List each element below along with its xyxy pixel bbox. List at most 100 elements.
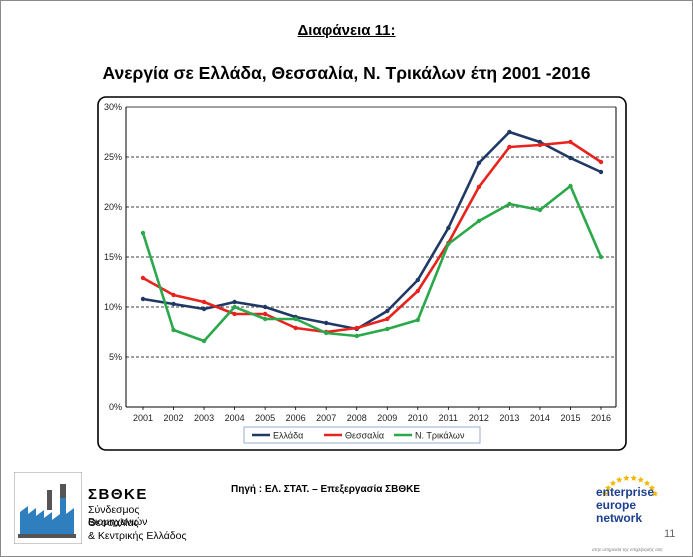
series-line-2 <box>142 140 602 334</box>
een-tagline: στην υπηρεσία της επιχείρησής σας <box>592 547 663 552</box>
data-point <box>476 218 482 224</box>
data-point <box>232 299 237 305</box>
y-tick-label: 20% <box>104 202 122 212</box>
data-point <box>415 277 420 283</box>
y-tick-label: 25% <box>104 152 122 162</box>
x-tick-label: 2015 <box>560 413 580 423</box>
x-tick-label: 2008 <box>347 413 367 423</box>
data-point <box>507 144 512 150</box>
x-tick-label: 2013 <box>499 413 519 423</box>
x-tick-label: 2014 <box>530 413 550 423</box>
data-point <box>476 184 482 190</box>
star-icon <box>643 479 651 486</box>
x-tick-label: 2007 <box>316 413 336 423</box>
y-tick-label: 15% <box>104 252 122 262</box>
data-point <box>201 306 207 312</box>
data-point <box>415 317 420 323</box>
data-point <box>201 299 207 305</box>
data-point <box>507 129 512 135</box>
star-icon <box>609 479 617 486</box>
een-line-1: enterprise <box>596 485 655 499</box>
x-tick-label: 2012 <box>469 413 489 423</box>
chart-svg: 0% 5% 10% 15% 20% 25% 30% 2001 2002 2003 2004 2005 2… <box>97 96 627 451</box>
data-point <box>415 288 420 294</box>
data-point <box>171 292 176 298</box>
y-tick-label: 5% <box>109 352 122 362</box>
factory-logo-icon <box>14 472 82 544</box>
data-point <box>598 169 604 175</box>
sbthke-logo: ΣΒΘΚΕ Σύνδεσμος Βιομηχανιών Θεσσαλίας & … <box>14 472 199 552</box>
data-point <box>140 296 146 302</box>
star-icon <box>616 476 623 483</box>
data-point <box>385 316 390 322</box>
data-point <box>598 159 604 165</box>
data-point <box>598 254 604 260</box>
star-icon <box>651 490 659 497</box>
x-tick-label: 2010 <box>408 413 428 423</box>
data-point <box>232 311 237 317</box>
x-tick-label: 2001 <box>133 413 153 423</box>
legend-box <box>243 426 481 444</box>
logo-acronym: ΣΒΘΚΕ <box>88 486 148 503</box>
data-point <box>385 326 390 332</box>
star-icon <box>637 476 644 483</box>
x-tick-label: 2002 <box>164 413 184 423</box>
data-point <box>537 142 543 148</box>
data-point <box>568 155 573 161</box>
star-icon <box>623 474 630 481</box>
x-tick-label: 2005 <box>255 413 275 423</box>
x-tick-label: 2006 <box>286 413 306 423</box>
data-point <box>324 330 329 336</box>
series-line-3 <box>141 184 603 343</box>
page-number: 11 <box>664 528 676 540</box>
chart-border <box>97 96 627 451</box>
slide-title: Διαφάνεια 11: <box>297 22 396 39</box>
data-point <box>507 201 512 207</box>
axis-layer: 0% 5% 10% 15% 20% 25% 30% 2001 2002 2003 2004 2005 2… <box>104 102 617 423</box>
data-point <box>324 320 329 326</box>
x-tick-label: 2011 <box>439 413 458 423</box>
data-point <box>476 160 482 166</box>
data-point <box>446 225 451 231</box>
legend-label: Θεσσαλία <box>345 431 384 441</box>
een-line-2: europe <box>596 498 637 512</box>
data-point <box>201 338 207 344</box>
enterprise-europe-network-logo: enterprise europe network στην υπηρεσία … <box>588 470 672 554</box>
data-point <box>568 139 573 145</box>
y-tick-label: 0% <box>109 402 122 412</box>
data-point <box>140 275 146 281</box>
star-icon <box>601 490 609 497</box>
data-point <box>354 333 359 339</box>
logo-name-line-3: & Κεντρικής Ελλάδος <box>88 530 187 542</box>
data-point <box>537 207 543 213</box>
data-point <box>293 325 298 331</box>
data-point <box>262 316 268 322</box>
data-point <box>293 316 298 322</box>
data-point <box>171 301 176 307</box>
data-point <box>171 327 176 333</box>
data-point <box>568 183 573 189</box>
data-point <box>354 325 359 331</box>
legend-label: Ν. Τρικάλων <box>415 431 465 441</box>
x-tick-label: 2003 <box>194 413 214 423</box>
legend: Ελλάδα Θεσσαλία Ν. Τρικάλων <box>243 426 481 444</box>
data-point <box>232 304 237 310</box>
eu-stars-icon <box>601 474 659 497</box>
logo-name-line-2: Θεσσαλίας <box>88 517 139 529</box>
data-point <box>262 311 268 317</box>
series-line-1 <box>142 130 602 331</box>
x-tick-label: 2009 <box>377 413 397 423</box>
y-tick-label: 10% <box>104 302 122 312</box>
data-point <box>140 230 146 236</box>
data-point <box>385 308 390 314</box>
x-tick-label: 2016 <box>591 413 611 423</box>
star-icon <box>604 484 612 491</box>
chart: 0% 5% 10% 15% 20% 25% 30% 2001 2002 2003 2004 2005 2… <box>96 95 628 452</box>
source-note: Πηγή : ΕΛ. ΣΤΑΤ. – Επεξεργασία ΣΒΘΚΕ <box>231 484 421 495</box>
x-tick-label: 2004 <box>225 413 245 423</box>
series-layer <box>140 129 604 344</box>
star-icon <box>630 474 637 481</box>
een-line-3: network <box>596 511 643 525</box>
chart-heading: Ανεργία σε Ελλάδα, Θεσσαλία, Ν. Τρικάλων… <box>102 63 591 83</box>
data-point <box>446 241 451 247</box>
